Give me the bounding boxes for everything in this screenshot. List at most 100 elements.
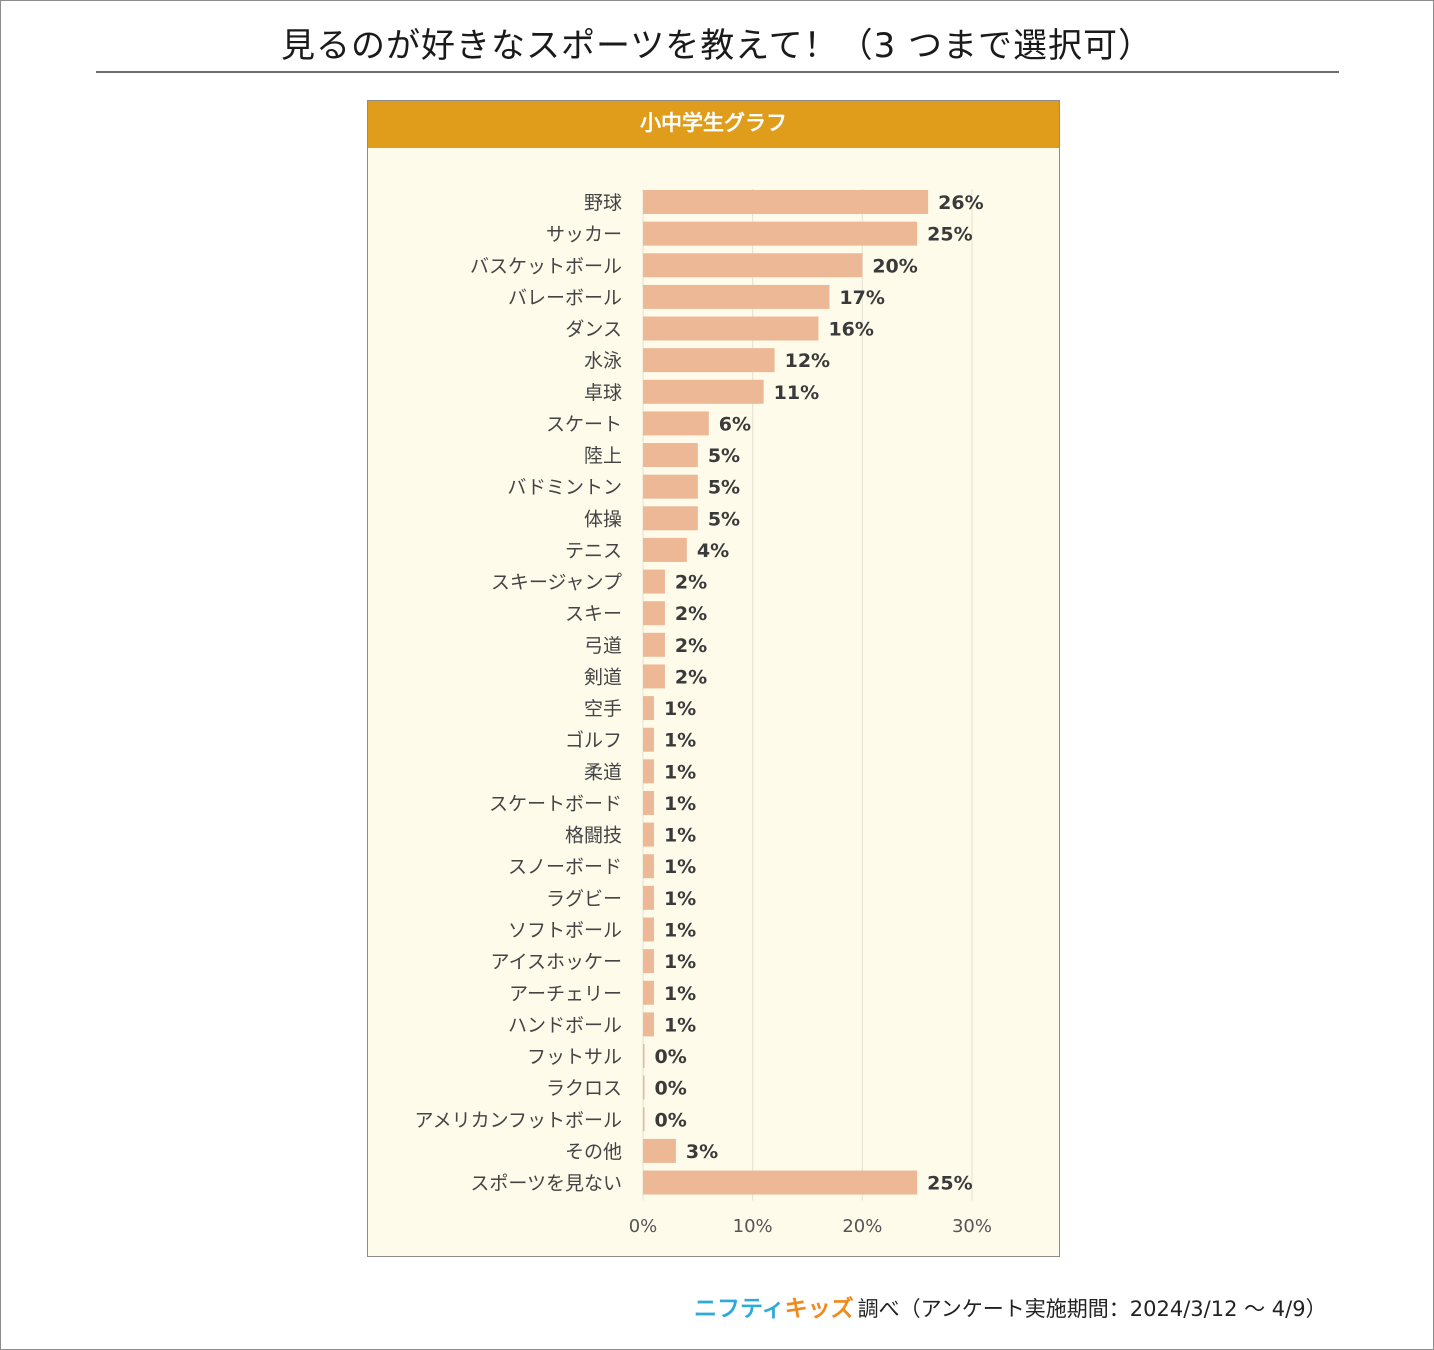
x-tick-label: 10% bbox=[733, 1216, 773, 1237]
category-label: 剣道 bbox=[584, 666, 622, 688]
category-label: バスケットボール bbox=[470, 255, 622, 277]
category-label: 陸上 bbox=[584, 445, 622, 467]
data-label: 2% bbox=[675, 603, 707, 625]
source-footer: ニフティキッズ 調べ（アンケート実施期間：2024/3/12 ～ 4/9） bbox=[694, 1289, 1327, 1323]
data-label: 12% bbox=[785, 350, 830, 372]
data-label: 5% bbox=[708, 477, 740, 499]
category-label: ラクロス bbox=[546, 1078, 622, 1100]
category-label: ソフトボール bbox=[508, 919, 622, 941]
data-label: 1% bbox=[664, 888, 696, 910]
x-tick-label: 0% bbox=[629, 1216, 658, 1237]
bar bbox=[643, 917, 654, 942]
bar bbox=[643, 822, 654, 847]
data-label: 11% bbox=[774, 382, 819, 404]
panel-title: 小中学生グラフ bbox=[368, 101, 1059, 148]
bar bbox=[643, 1170, 918, 1195]
bar bbox=[643, 348, 775, 373]
data-label: 2% bbox=[675, 572, 707, 594]
bar bbox=[643, 379, 764, 404]
category-label: スケートボード bbox=[489, 793, 622, 815]
bar bbox=[643, 1012, 654, 1037]
category-label: ラグビー bbox=[546, 888, 622, 910]
bar bbox=[643, 1107, 645, 1132]
bar bbox=[643, 190, 929, 214]
data-label: 1% bbox=[664, 730, 696, 752]
category-label: 弓道 bbox=[584, 635, 622, 657]
bar bbox=[643, 601, 665, 626]
bar bbox=[643, 790, 654, 815]
category-label: スキージャンプ bbox=[491, 572, 622, 594]
data-label: 1% bbox=[664, 761, 696, 783]
category-label: アーチェリー bbox=[509, 983, 622, 1005]
data-label: 2% bbox=[675, 666, 707, 688]
data-label: 25% bbox=[927, 224, 972, 246]
category-label: フットサル bbox=[527, 1046, 622, 1068]
bar bbox=[643, 759, 654, 784]
x-tick-label: 20% bbox=[842, 1216, 882, 1237]
data-label: 16% bbox=[828, 319, 873, 341]
category-label: ダンス bbox=[565, 319, 622, 341]
category-label: 水泳 bbox=[584, 350, 622, 372]
bar bbox=[643, 696, 654, 721]
logo-kids: キッズ bbox=[784, 1296, 854, 1322]
data-label: 1% bbox=[664, 951, 696, 973]
x-tick-label: 30% bbox=[952, 1216, 992, 1237]
logo-nifty: ニフティ bbox=[694, 1296, 785, 1322]
bar bbox=[643, 885, 654, 910]
bar bbox=[643, 411, 709, 436]
category-label: アイスホッケー bbox=[491, 951, 622, 973]
bar bbox=[643, 537, 687, 562]
category-label: バドミントン bbox=[507, 477, 622, 499]
category-label: サッカー bbox=[546, 224, 622, 246]
bar bbox=[643, 316, 819, 341]
data-label: 3% bbox=[686, 1141, 718, 1163]
bar bbox=[643, 221, 918, 246]
category-label: ゴルフ bbox=[565, 730, 622, 752]
data-label: 0% bbox=[655, 1109, 687, 1131]
bar bbox=[643, 632, 665, 657]
bar-chart: 0% 10% 20% 30% 野球 26% サッカー 25% バスケットボール 20% バレーボール… bbox=[415, 189, 992, 1237]
category-label: バレーボール bbox=[508, 287, 622, 309]
data-label: 0% bbox=[655, 1078, 687, 1100]
data-label: 5% bbox=[708, 508, 740, 530]
bar bbox=[643, 854, 654, 879]
title-divider bbox=[96, 71, 1339, 73]
data-label: 1% bbox=[664, 856, 696, 878]
bar bbox=[643, 1138, 676, 1163]
bar bbox=[643, 949, 654, 974]
bar bbox=[643, 253, 863, 278]
bar bbox=[643, 569, 665, 594]
bar bbox=[643, 443, 698, 468]
category-label: 柔道 bbox=[584, 761, 622, 783]
data-label: 1% bbox=[664, 983, 696, 1005]
data-label: 6% bbox=[719, 413, 751, 435]
data-label: 5% bbox=[708, 445, 740, 467]
category-label: 格闘技 bbox=[565, 825, 622, 847]
data-label: 1% bbox=[664, 825, 696, 847]
category-label: その他 bbox=[565, 1141, 622, 1163]
data-label: 4% bbox=[697, 540, 729, 562]
bar bbox=[643, 1044, 645, 1069]
bar bbox=[643, 1075, 645, 1100]
category-label: スキー bbox=[565, 603, 622, 625]
data-label: 26% bbox=[938, 192, 983, 214]
data-label: 17% bbox=[839, 287, 884, 309]
data-label: 20% bbox=[872, 255, 917, 277]
data-label: 2% bbox=[675, 635, 707, 657]
category-label: アメリカンフットボール bbox=[415, 1109, 622, 1131]
data-label: 1% bbox=[664, 919, 696, 941]
footer-source-text: 調べ（アンケート実施期間：2024/3/12 ～ 4/9） bbox=[857, 1297, 1327, 1321]
category-label: スノーボード bbox=[508, 856, 622, 878]
chart-panel: 小中学生グラフ 0% 10% 20% 30% 野球 26% サッカー 25% バスケットボール 2… bbox=[367, 100, 1060, 1257]
category-label: ハンドボール bbox=[508, 1014, 622, 1036]
category-label: スケート bbox=[546, 413, 622, 435]
category-label: 野球 bbox=[584, 192, 622, 214]
bar bbox=[643, 664, 665, 689]
category-label: 体操 bbox=[584, 508, 622, 530]
bar bbox=[643, 727, 654, 752]
bar bbox=[643, 284, 830, 309]
data-label: 1% bbox=[664, 793, 696, 815]
data-label: 25% bbox=[927, 1173, 972, 1195]
category-label: 卓球 bbox=[584, 382, 622, 404]
data-label: 1% bbox=[664, 1014, 696, 1036]
